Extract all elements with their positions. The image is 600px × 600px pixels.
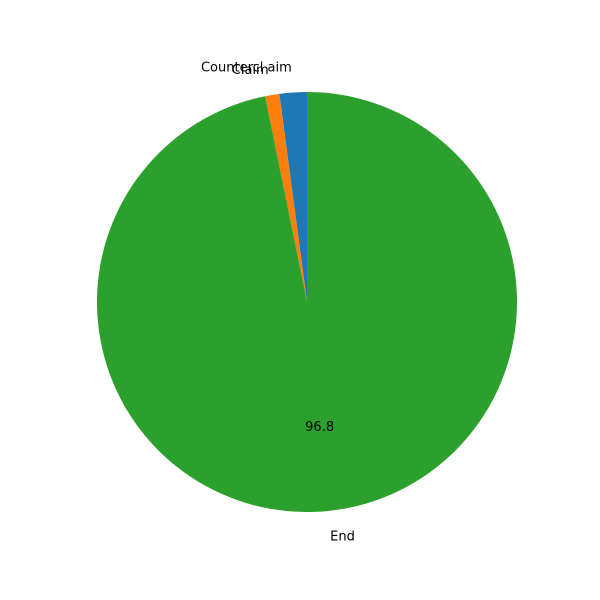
slice-label-end: End [330, 530, 355, 545]
slice-label-countercl-aim: Countercl aim [201, 61, 292, 76]
slice-label-claim: Claim [232, 63, 269, 78]
pie-slice-end [97, 92, 518, 512]
pie-slice-claim [265, 93, 307, 302]
pie-slice-countercl-aim [279, 92, 307, 302]
slice-value-label-end: 96.8 [305, 420, 334, 435]
slices-layer [97, 92, 518, 512]
